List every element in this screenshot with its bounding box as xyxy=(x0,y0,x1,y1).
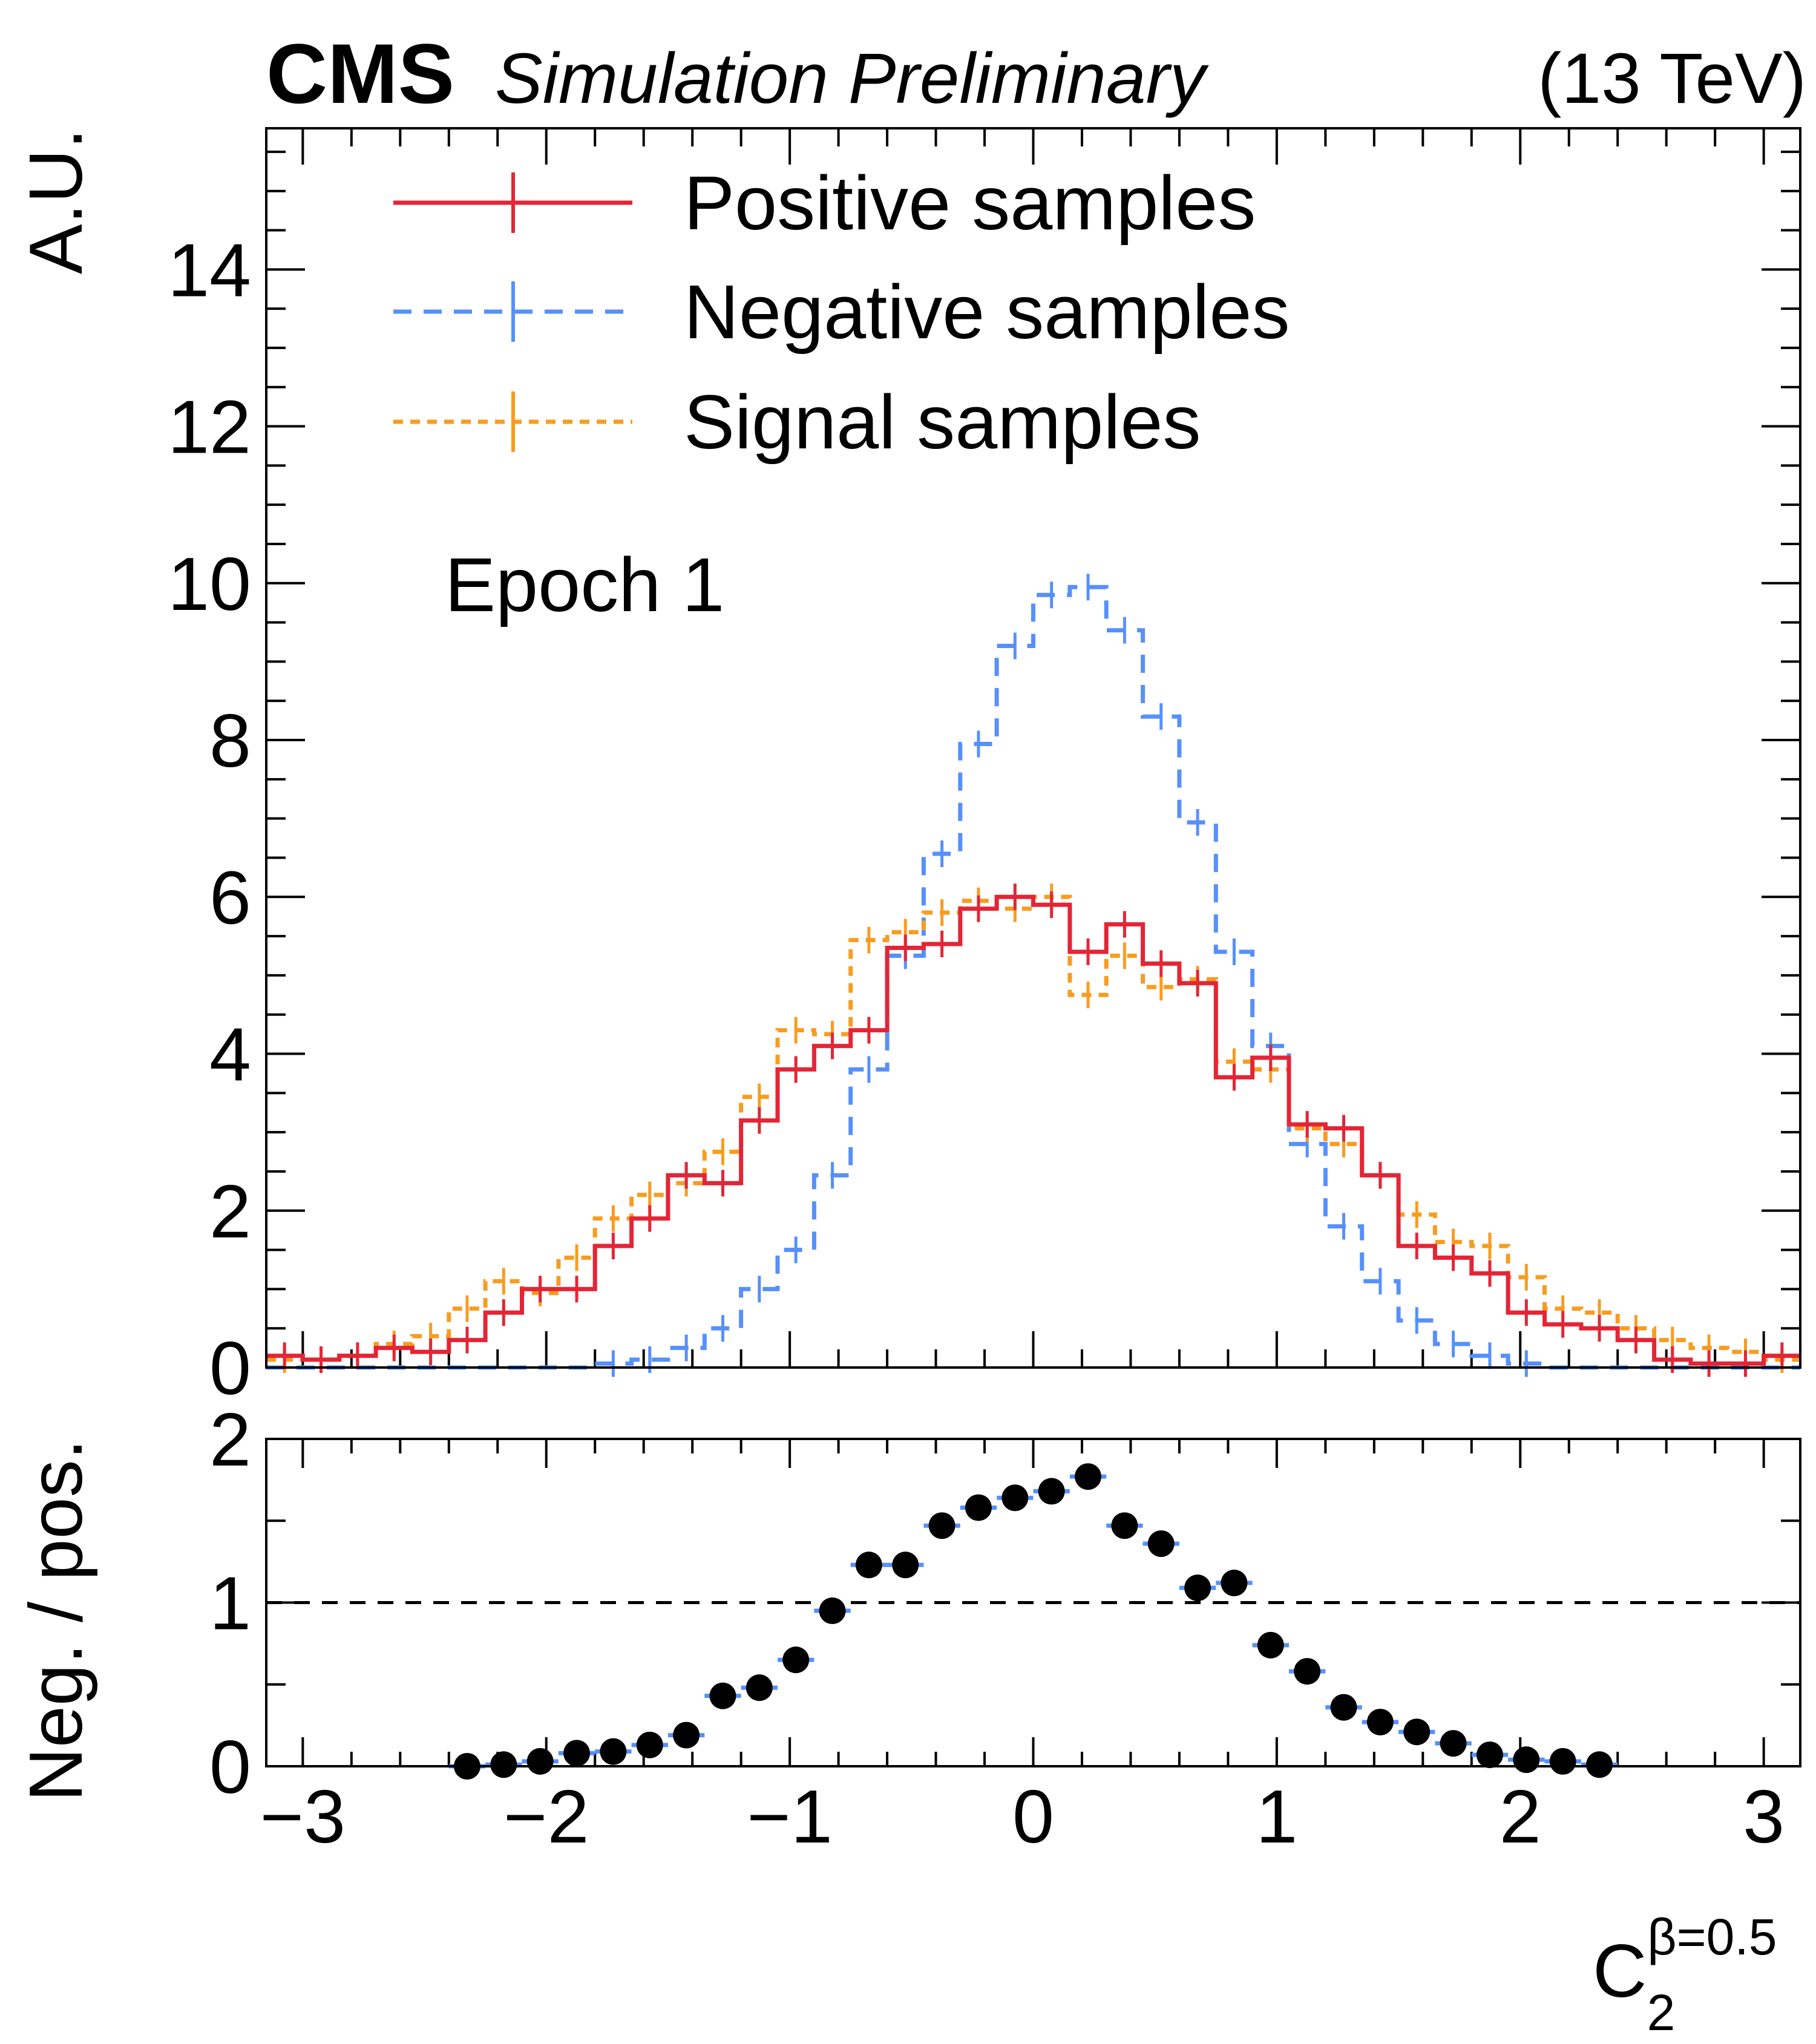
ratio-point xyxy=(1440,1730,1467,1757)
x-tick-label: −1 xyxy=(747,1775,832,1859)
legend-label: Positive samples xyxy=(684,160,1256,246)
ratio-point xyxy=(490,1751,517,1778)
ratio-point xyxy=(782,1646,810,1674)
main-y-tick-label: 12 xyxy=(168,386,251,470)
legend-entry: Negative samples xyxy=(393,269,1290,355)
ratio-y-axis-title: Neg. / pos. xyxy=(15,1439,98,1802)
ratio-point xyxy=(1147,1530,1175,1558)
ratio-point xyxy=(1001,1484,1029,1512)
ratio-point xyxy=(673,1721,700,1749)
x-tick-label: 0 xyxy=(1012,1775,1054,1859)
ratio-point xyxy=(928,1512,956,1539)
ratio-y-tick-label: 2 xyxy=(209,1398,251,1482)
ratio-y-tick-label: 0 xyxy=(209,1726,251,1809)
ratio-point xyxy=(600,1738,627,1765)
legend-entry: Positive samples xyxy=(393,160,1256,246)
main-y-tick-label: 6 xyxy=(209,856,251,940)
histogram-line-signal-samples xyxy=(266,894,1800,1362)
ratio-y-tick-label: 1 xyxy=(209,1562,251,1646)
ratio-point xyxy=(1221,1570,1248,1597)
ratio-point xyxy=(855,1551,882,1579)
main-y-tick-label: 10 xyxy=(168,543,251,626)
x-axis-title-base: C xyxy=(1593,1930,1647,2013)
main-y-tick-labels: 0 2 4 6 8 10 12 14 xyxy=(168,229,251,1410)
main-y-tick-label: 14 xyxy=(168,229,251,312)
ratio-point xyxy=(1403,1718,1431,1746)
ratio-point xyxy=(709,1682,736,1709)
x-axis-title-superscript: β=0.5 xyxy=(1647,1908,1777,1965)
energy-label: (13 TeV) xyxy=(1538,39,1806,119)
epoch-annotation: Epoch 1 xyxy=(445,542,724,627)
ratio-point xyxy=(1038,1478,1065,1505)
x-tick-label: −3 xyxy=(260,1775,346,1859)
ratio-point xyxy=(1366,1708,1394,1735)
ratio-point xyxy=(1330,1694,1357,1721)
ratio-y-tick-labels: 0 1 2 xyxy=(209,1398,251,1809)
ratio-point xyxy=(965,1494,992,1521)
ratio-panel: 012 −3 −2 −1 0 1 2 3 Neg. / pos. C2β=0.5 xyxy=(15,1398,1801,2041)
x-tick-label: 1 xyxy=(1256,1775,1297,1859)
ratio-point xyxy=(819,1597,846,1625)
main-y-tick-label: 8 xyxy=(209,699,251,783)
ratio-point xyxy=(526,1748,554,1775)
main-histogram-series xyxy=(266,574,1800,1377)
x-tick-labels: −3 −2 −1 0 1 2 3 xyxy=(260,1775,1785,1859)
ratio-point xyxy=(1257,1631,1284,1659)
x-tick-label: 3 xyxy=(1743,1775,1785,1859)
ratio-point xyxy=(892,1551,919,1579)
x-tick-label: −2 xyxy=(503,1775,589,1859)
x-axis-title: C2 β=0.5 xyxy=(1593,1908,1777,2041)
histogram-line-negative-samples xyxy=(266,585,1800,1370)
ratio-point xyxy=(1549,1748,1576,1775)
ratio-point xyxy=(1294,1658,1321,1685)
ratio-point xyxy=(636,1731,663,1758)
experiment-label: CMS xyxy=(266,26,454,121)
ratio-point xyxy=(1476,1741,1503,1769)
legend-entry: Signal samples xyxy=(393,379,1201,465)
main-plot-frame xyxy=(265,127,1801,1369)
ratio-point xyxy=(1111,1512,1138,1539)
ratio-point xyxy=(563,1740,591,1767)
ratio-point xyxy=(1513,1746,1540,1774)
legend: Positive samples Negative samples Signal s… xyxy=(393,160,1290,465)
main-y-axis-title: A.U. xyxy=(15,128,98,274)
ratio-point xyxy=(1184,1574,1211,1602)
main-y-tick-label: 2 xyxy=(209,1170,251,1254)
histogram-line-positive-samples xyxy=(266,894,1800,1366)
ratio-plot-frame xyxy=(265,1438,1801,1767)
main-y-tick-label: 4 xyxy=(209,1014,251,1097)
ratio-point xyxy=(1586,1751,1613,1778)
legend-label: Negative samples xyxy=(684,269,1290,355)
x-axis-title-subscript: 2 xyxy=(1647,1984,1676,2041)
legend-label: Signal samples xyxy=(684,379,1201,465)
status-label: Simulation Preliminary xyxy=(495,39,1209,119)
ratio-points xyxy=(448,1463,1618,1780)
ratio-point xyxy=(746,1674,773,1702)
main-histogram-panel: 0 2 4 6 8 10 12 14 A.U. Positive samples Negativ… xyxy=(15,127,1801,1410)
ratio-point xyxy=(1075,1463,1102,1490)
x-tick-label: 2 xyxy=(1500,1775,1541,1859)
main-y-tick-label: 0 xyxy=(209,1327,251,1410)
